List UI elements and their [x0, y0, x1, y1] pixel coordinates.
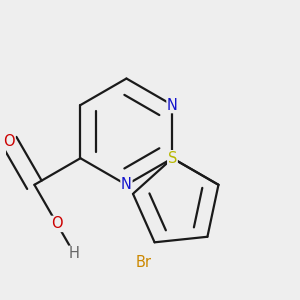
Text: H: H [69, 246, 80, 261]
Text: N: N [121, 177, 132, 192]
Text: N: N [167, 98, 178, 112]
Text: Br: Br [135, 254, 151, 269]
Text: S: S [168, 151, 177, 166]
Text: O: O [51, 216, 63, 231]
Text: O: O [3, 134, 15, 148]
